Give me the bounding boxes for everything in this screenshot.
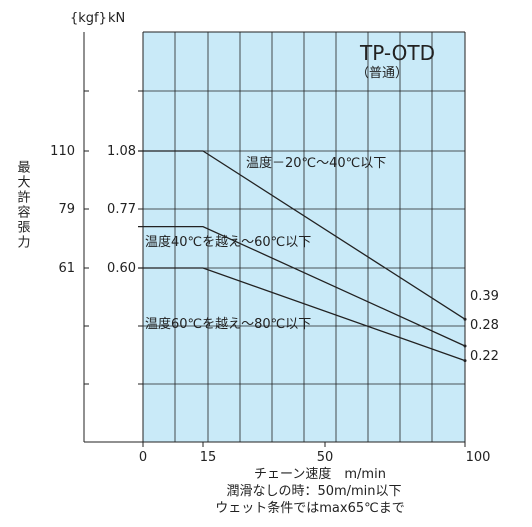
series-end-point-1 [463, 317, 467, 321]
kgf-tick-79: 79 [58, 202, 75, 217]
kgf-tick-61: 61 [58, 261, 75, 276]
kn-tick-0-60: 0.60 [107, 261, 136, 276]
series-end-point-3 [463, 359, 467, 363]
series-lines [138, 150, 467, 363]
x-tick-15: 15 [200, 450, 217, 465]
kgf-unit: {kgf} [70, 11, 107, 26]
x-tick-100: 100 [466, 450, 491, 465]
series-line-2 [138, 225, 466, 347]
series-label-1: 温度－20℃～40℃以下 [246, 155, 386, 171]
note-lubrication: 潤滑なしの時：50m/min以下 [226, 484, 401, 499]
grid [143, 32, 465, 442]
y-axis-label: 最大許容張力 [15, 160, 31, 250]
series-line-1 [138, 150, 466, 320]
x-tick-0: 0 [139, 450, 147, 465]
series-label-2: 温度40℃を越え～60℃以下 [145, 234, 311, 250]
x-axis-label: チェーン速度 m/min [254, 466, 386, 482]
end-label-1: 0.39 [470, 289, 499, 304]
end-label-2: 0.28 [470, 318, 499, 333]
kgf-tick-110: 110 [50, 144, 75, 159]
chart-subtitle: （普通） [356, 66, 408, 81]
kn-tick-1-08: 1.08 [107, 144, 136, 159]
series-end-point-2 [463, 344, 467, 348]
note-wet: ウェット条件ではmax65℃まで [215, 500, 404, 516]
x-tick-50: 50 [317, 450, 334, 465]
kn-tick-0-77: 0.77 [107, 202, 136, 217]
chart-title: TP-OTD [359, 41, 435, 65]
series-label-3: 温度60℃を越え～80℃以下 [145, 316, 311, 332]
kn-unit: kN [108, 11, 125, 26]
end-label-3: 0.22 [470, 349, 499, 364]
series-line-3 [138, 267, 466, 362]
